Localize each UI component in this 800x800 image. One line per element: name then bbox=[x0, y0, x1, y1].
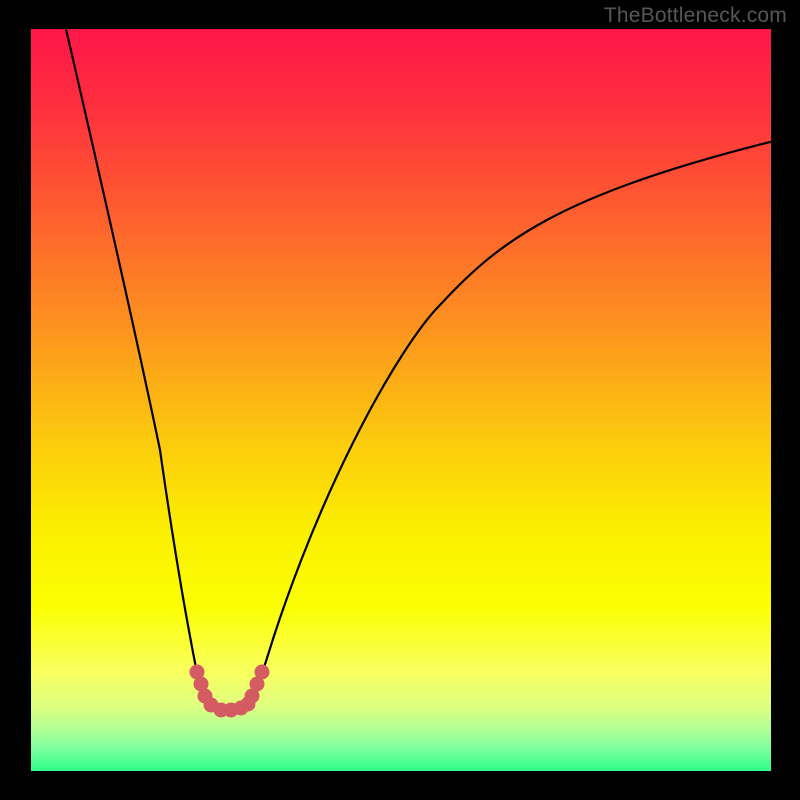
watermark-text: TheBottleneck.com bbox=[604, 4, 787, 28]
curve-right bbox=[254, 142, 770, 702]
chart-container: TheBottleneck.com bbox=[0, 0, 800, 800]
chart-svg-overlay bbox=[0, 0, 800, 800]
marker-dot bbox=[255, 665, 270, 680]
curve-left bbox=[66, 29, 203, 702]
